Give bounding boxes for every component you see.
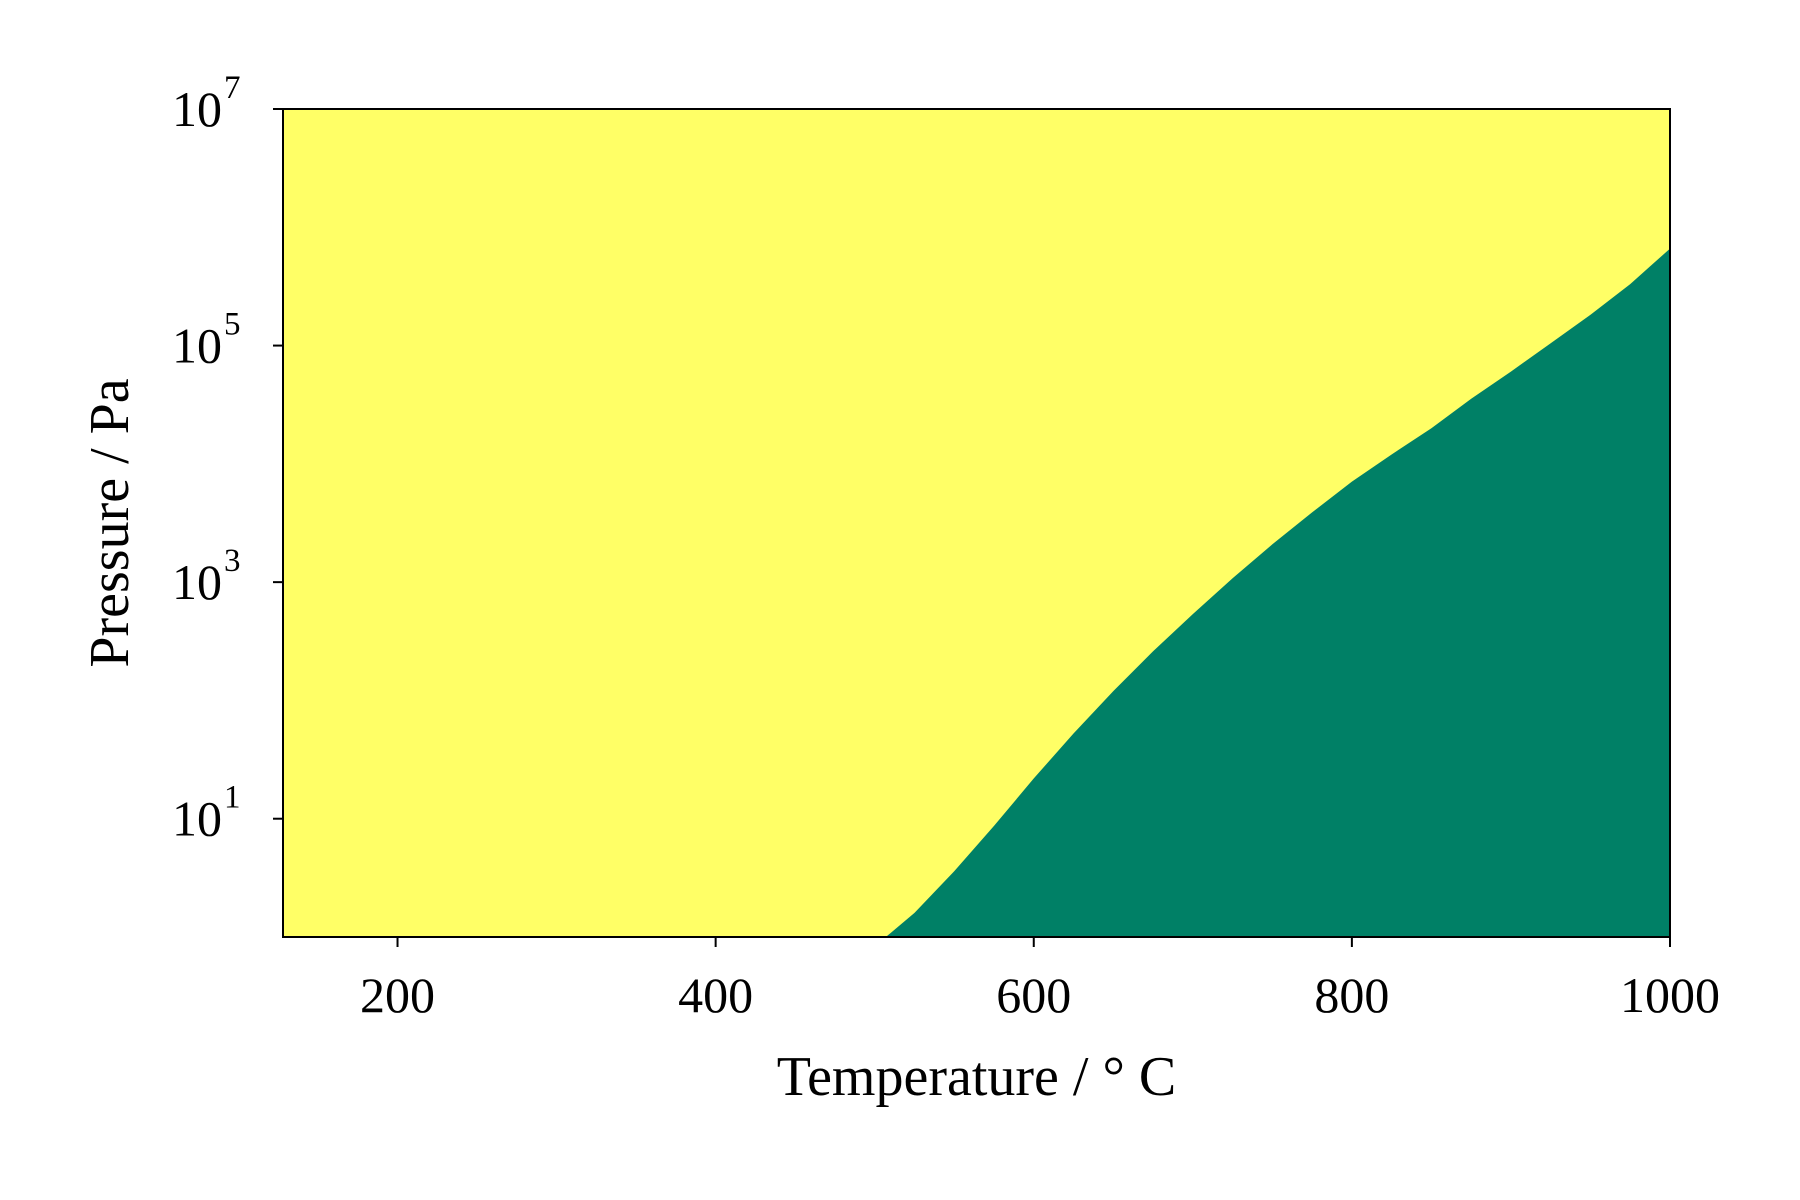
y-axis-label: Pressure / Pa: [79, 378, 141, 667]
x-tick-label: 600: [996, 967, 1071, 1023]
x-tick-label: 400: [678, 967, 753, 1023]
plot-frame: [282, 108, 1671, 938]
x-tick-label: 1000: [1620, 967, 1720, 1023]
x-axis-label: Temperature / ° C: [777, 1046, 1176, 1108]
y-tick-label: 10: [172, 318, 222, 374]
region-below-boundary: [885, 248, 1670, 938]
x-tick-label: 200: [360, 967, 435, 1023]
y-tick-label: 10: [172, 791, 222, 847]
y-tick-label: 10: [172, 554, 222, 610]
y-tick-exponent: 1: [224, 780, 241, 816]
y-tick-exponent: 7: [224, 70, 241, 106]
y-tick-exponent: 5: [224, 307, 241, 343]
plot-area: [282, 108, 1671, 938]
y-tick-label: 10: [172, 81, 222, 137]
x-tick-label: 800: [1314, 967, 1389, 1023]
y-tick-exponent: 3: [224, 543, 241, 579]
x-axis-ticks: 200 400 600 800 1000: [360, 937, 1720, 1023]
